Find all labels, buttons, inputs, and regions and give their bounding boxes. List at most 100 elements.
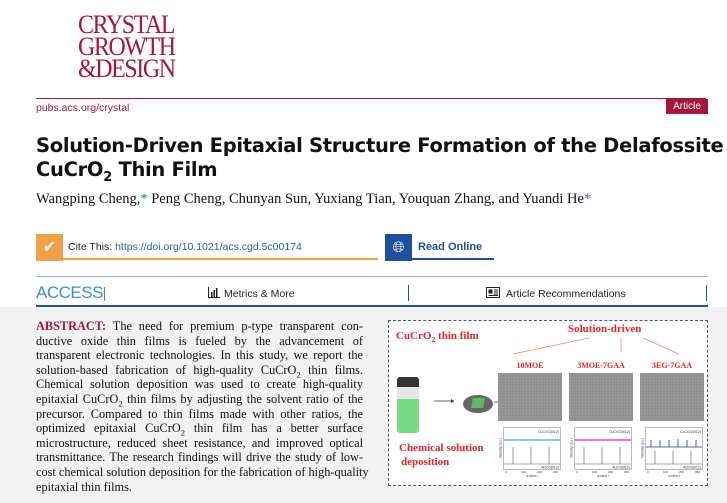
abstract-line: epitaxial CuCrO2 thin films by adjusting… <box>36 391 363 409</box>
title-subscript: 2 <box>103 169 112 185</box>
xrd-xlabel: φ (deg.) <box>597 474 608 477</box>
sample-label: 3MOE-7GAA <box>577 361 625 370</box>
article-recommendations-link[interactable]: Article Recommendations <box>486 287 626 300</box>
read-online-button[interactable]: 🌐︎ Read Online <box>385 234 494 261</box>
xrd-tick: 300 <box>553 470 558 474</box>
abstract-line-text: cost chemical solution deposition for th… <box>36 464 369 479</box>
check-circle-icon: ✔ <box>36 234 63 261</box>
read-online-label: Read Online <box>418 241 483 253</box>
title-line: CuCrO2 Thin Film <box>36 158 723 190</box>
xrd-xlabel: φ (deg.) <box>668 474 679 477</box>
recommendations-label: Article Recommendations <box>506 288 626 300</box>
title-line: Solution-Driven Epitaxial Structure Form… <box>36 134 724 157</box>
abstract-line: solution-based fabrication of high-quali… <box>36 362 363 380</box>
xrd-tick: 0 <box>505 470 507 474</box>
author-list: Wangping Cheng,* Peng Cheng, Chunyan Sun… <box>36 191 591 208</box>
bar-chart-icon <box>208 287 220 298</box>
xrd-tick: 300 <box>695 470 700 474</box>
xrd-ylabel: Intensity (a.u.) <box>570 438 574 458</box>
access-bar-bottom-divider <box>36 305 708 307</box>
access-divider <box>706 285 707 301</box>
abstract-line: ductive oxide thin films is fueled by th… <box>36 334 363 349</box>
xrd-top-label: CuCrO2(012) <box>609 430 630 434</box>
xrd-tick: 0 <box>647 470 649 474</box>
abstract-line-text: transmittance. The research findings wil… <box>36 450 363 465</box>
xrd-tick: 200 <box>608 470 613 474</box>
metrics-more-link[interactable]: Metrics & More <box>208 287 295 300</box>
logo-line: GROWTH <box>78 32 176 61</box>
abstract-line: transmittance. The research findings wil… <box>36 450 363 465</box>
xrd-top-label: CuCrO2(012) <box>538 430 559 434</box>
abstract-label: ABSTRACT: <box>36 319 107 333</box>
metrics-label: Metrics & More <box>224 288 295 300</box>
abstract-line-text: solution-based fabrication of high-quali… <box>36 362 363 380</box>
abstract-line-text: transparent electronic technologies. In … <box>36 348 363 363</box>
sem-image <box>569 373 633 421</box>
abstract-line-text: ductive oxide thin films is fueled by th… <box>36 333 363 348</box>
header-divider <box>36 98 706 99</box>
doi-link[interactable]: https://doi.org/10.1021/acs.cgd.5c00174 <box>115 241 302 253</box>
access-label: ACCESS <box>36 283 103 302</box>
journal-url-link[interactable]: pubs.acs.org/crystal <box>36 102 130 114</box>
abstract-text: ABSTRACT: The need for premium p-type tr… <box>36 319 369 495</box>
method-label-line: deposition <box>401 456 450 468</box>
author-name[interactable]: Wangping Cheng, <box>36 191 141 207</box>
xrd-bottom-label: Al2O3(012) <box>683 466 701 470</box>
article-title: Solution-Driven Epitaxial Structure Form… <box>36 134 724 190</box>
xrd-ylabel: Intensity (a.u.) <box>499 438 503 458</box>
abstract-line: optimized epitaxial CuCrO2 thin film has… <box>36 421 363 438</box>
sample-label: 10MOE <box>516 361 544 370</box>
xrd-tick: 200 <box>679 470 684 474</box>
corresponding-author-mark[interactable]: * <box>140 191 148 207</box>
access-divider <box>104 287 105 301</box>
newspaper-icon <box>486 287 500 298</box>
access-bar-top-divider <box>36 276 708 277</box>
abstract-line-text: Chemical solution deposition was used to… <box>36 377 363 392</box>
xrd-xlabel: φ (deg.) <box>526 474 537 477</box>
abstract-line: microstructure, reduced sheet resistance… <box>36 436 363 451</box>
abstract-line: precursor. Compared to thin films made w… <box>36 407 363 422</box>
abstract-line: cost chemical solution deposition for th… <box>36 465 369 480</box>
xrd-ylabel: Intensity (a.u.) <box>641 438 645 458</box>
author-name[interactable]: Peng Cheng, Chunyan Sun, Yuxiang Tian, Y… <box>147 191 584 207</box>
abstract-line-text: epitaxial thin films. <box>36 479 132 494</box>
title-text: CuCrO <box>36 158 104 181</box>
sample-label: 3EG-7GAA <box>652 361 692 370</box>
xrd-plot: Intensity (a.u.) CuCrO2(012) Al2O3(012) … <box>499 427 561 477</box>
article-type-badge: Article <box>666 99 708 114</box>
xrd-tick: 200 <box>537 470 542 474</box>
cite-this-bar[interactable]: ✔ Cite This: https://doi.org/10.1021/acs… <box>36 234 378 261</box>
xrd-tick: 100 <box>592 470 597 474</box>
xrd-top-label: CuCrO2(012) <box>680 430 701 434</box>
toc-graphic: CuCrO2 thin film Solution-driven Chemica… <box>388 320 708 486</box>
abstract-line-text: microstructure, reduced sheet resistance… <box>36 435 363 450</box>
cite-label: Cite This: https://doi.org/10.1021/acs.c… <box>68 241 302 253</box>
cite-this-text: Cite This: <box>68 241 113 253</box>
globe-icon: 🌐︎ <box>385 234 412 261</box>
film-label: CuCrO2 thin film <box>396 330 479 345</box>
xrd-tick: 0 <box>576 470 578 474</box>
abstract-line: epitaxial thin films. <box>36 480 363 495</box>
abstract-line-text: precursor. Compared to thin films made w… <box>36 406 363 421</box>
logo-line: &DESIGN <box>78 54 176 83</box>
sem-image <box>498 373 562 421</box>
method-label: Chemical solution deposition <box>399 441 484 469</box>
xrd-bottom-label: Al2O3(012) <box>612 466 630 470</box>
xrd-plot: Intensity (a.u.) CuCrO2(012) Al2O3(012) … <box>570 427 632 477</box>
spin-coater-icon <box>463 395 493 413</box>
abstract-line-text: optimized epitaxial CuCrO2 thin film has… <box>36 421 363 438</box>
xrd-bottom-label: Al2O3(012) <box>541 466 559 470</box>
journal-logo: CRYSTAL GROWTH &DESIGN <box>78 12 176 83</box>
corresponding-author-mark[interactable]: * <box>583 191 592 207</box>
abstract-line: transparent electronic technologies. In … <box>36 348 363 363</box>
method-label-line: Chemical solution <box>399 442 484 454</box>
xrd-tick: 300 <box>624 470 629 474</box>
xrd-tick: 100 <box>663 470 668 474</box>
title-text: Thin Film <box>111 158 218 181</box>
xrd-tick: 100 <box>521 470 526 474</box>
abstract-line: Chemical solution deposition was used to… <box>36 377 363 392</box>
vial-icon <box>397 377 419 435</box>
abstract-line-text: epitaxial CuCrO2 thin films by adjusting… <box>36 391 363 409</box>
driver-label: Solution-driven <box>568 323 642 335</box>
xrd-plot: Intensity (a.u.) CuCrO2(012) Al2O3(012) … <box>641 427 703 477</box>
